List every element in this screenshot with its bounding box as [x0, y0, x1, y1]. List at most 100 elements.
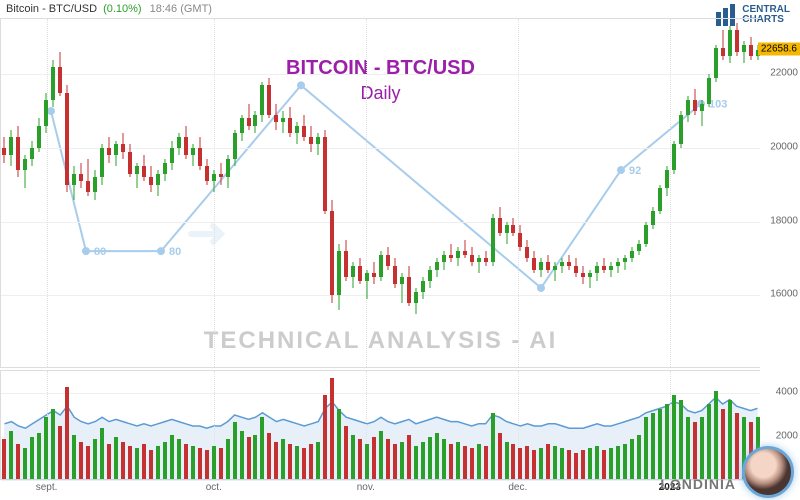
svg-text:80: 80: [94, 246, 106, 258]
volume-bar: [302, 448, 306, 479]
volume-bar: [511, 444, 515, 479]
volume-bar: [365, 444, 369, 479]
volume-bar: [72, 435, 76, 479]
price-y-axis: 1600018000200002200022658.6: [760, 18, 800, 368]
volume-bar: [351, 435, 355, 479]
volume-bar: [23, 448, 27, 479]
volume-bar: [609, 448, 613, 479]
avatar-icon[interactable]: [742, 446, 794, 498]
volume-bar: [288, 444, 292, 479]
volume-bar: [693, 422, 697, 479]
volume-bar: [637, 435, 641, 479]
volume-bar: [546, 444, 550, 479]
svg-text:80: 80: [169, 246, 181, 258]
volume-bar: [295, 446, 299, 479]
chart-subtitle: Daily: [1, 83, 760, 104]
volume-bar: [477, 444, 481, 479]
volume-bar: [9, 431, 13, 479]
volume-bar: [442, 439, 446, 479]
volume-bar: [679, 400, 683, 479]
volume-bar: [30, 437, 34, 479]
vol-y-tick: 2000: [776, 431, 798, 442]
watermark-text: TECHNICAL ANALYSIS - AI: [1, 327, 760, 355]
volume-bar: [414, 446, 418, 479]
volume-bar: [37, 433, 41, 479]
volume-bar: [560, 448, 564, 479]
volume-bar: [428, 437, 432, 479]
volume-bar: [135, 448, 139, 479]
volume-bar: [107, 444, 111, 479]
volume-bar: [588, 448, 592, 479]
volume-bar: [553, 446, 557, 479]
volume-bar: [65, 387, 69, 479]
volume-bar: [100, 428, 104, 479]
volume-bar: [616, 446, 620, 479]
volume-bar: [574, 453, 578, 479]
volume-bar: [205, 450, 209, 479]
volume-bar: [393, 444, 397, 479]
volume-bar: [226, 439, 230, 479]
volume-bar: [602, 450, 606, 479]
volume-bar: [281, 439, 285, 479]
volume-bar: [735, 413, 739, 479]
volume-bar: [16, 444, 20, 479]
volume-bar: [86, 446, 90, 479]
volume-bar: [623, 444, 627, 479]
volume-bar: [386, 439, 390, 479]
x-tick-label: nov.: [357, 482, 375, 493]
volume-bar: [44, 417, 48, 479]
volume-bar: [198, 448, 202, 479]
volume-chart[interactable]: sept.oct.nov.dec.2023: [0, 370, 760, 480]
volume-bar: [505, 442, 509, 479]
x-tick-label: oct.: [206, 482, 222, 493]
pct-change: (0.10%): [103, 3, 142, 15]
volume-bar: [51, 409, 55, 479]
price-chart[interactable]: BITCOIN - BTC/USD Daily TECHNICAL ANALYS…: [0, 18, 760, 368]
volume-bar: [484, 446, 488, 479]
volume-bar: [58, 426, 62, 479]
volume-bar: [400, 442, 404, 479]
volume-bar: [539, 448, 543, 479]
volume-bar: [93, 439, 97, 479]
volume-bar: [128, 446, 132, 479]
volume-bar: [714, 391, 718, 479]
volume-bar: [372, 437, 376, 479]
x-tick-label: dec.: [508, 482, 527, 493]
chart-title: BITCOIN - BTC/USD: [1, 57, 760, 80]
volume-bar: [191, 446, 195, 479]
londinia-label: LONDINIA: [660, 476, 736, 492]
volume-bar: [233, 422, 237, 479]
volume-bar: [240, 431, 244, 479]
volume-bar: [79, 442, 83, 479]
volume-bar: [344, 426, 348, 479]
y-tick-label: 16000: [770, 289, 798, 300]
volume-bar: [525, 446, 529, 479]
volume-bar: [518, 448, 522, 479]
volume-bar: [379, 431, 383, 479]
volume-bar: [498, 433, 502, 479]
volume-bar: [449, 444, 453, 479]
x-tick-label: sept.: [36, 482, 58, 493]
volume-bar: [658, 409, 662, 479]
instrument-title: Bitcoin - BTC/USD: [6, 3, 97, 15]
volume-bar: [358, 439, 362, 479]
y-tick-label: 18000: [770, 215, 798, 226]
volume-bar: [567, 450, 571, 479]
volume-bar: [330, 378, 334, 479]
volume-bar: [421, 442, 425, 479]
volume-bar: [274, 442, 278, 479]
chart-header: Bitcoin - BTC/USD (0.10%) 18:46 (GMT): [0, 0, 800, 18]
volume-bar: [456, 442, 460, 479]
volume-bar: [728, 400, 732, 479]
volume-bar: [142, 444, 146, 479]
volume-bar: [672, 395, 676, 479]
volume-bar: [163, 442, 167, 479]
volume-bar: [323, 395, 327, 479]
volume-bar: [184, 444, 188, 479]
volume-bar: [665, 404, 669, 479]
volume-bar: [170, 435, 174, 479]
volume-bar: [463, 446, 467, 479]
volume-bar: [316, 442, 320, 479]
volume-bar: [219, 448, 223, 479]
volume-bar: [644, 417, 648, 479]
